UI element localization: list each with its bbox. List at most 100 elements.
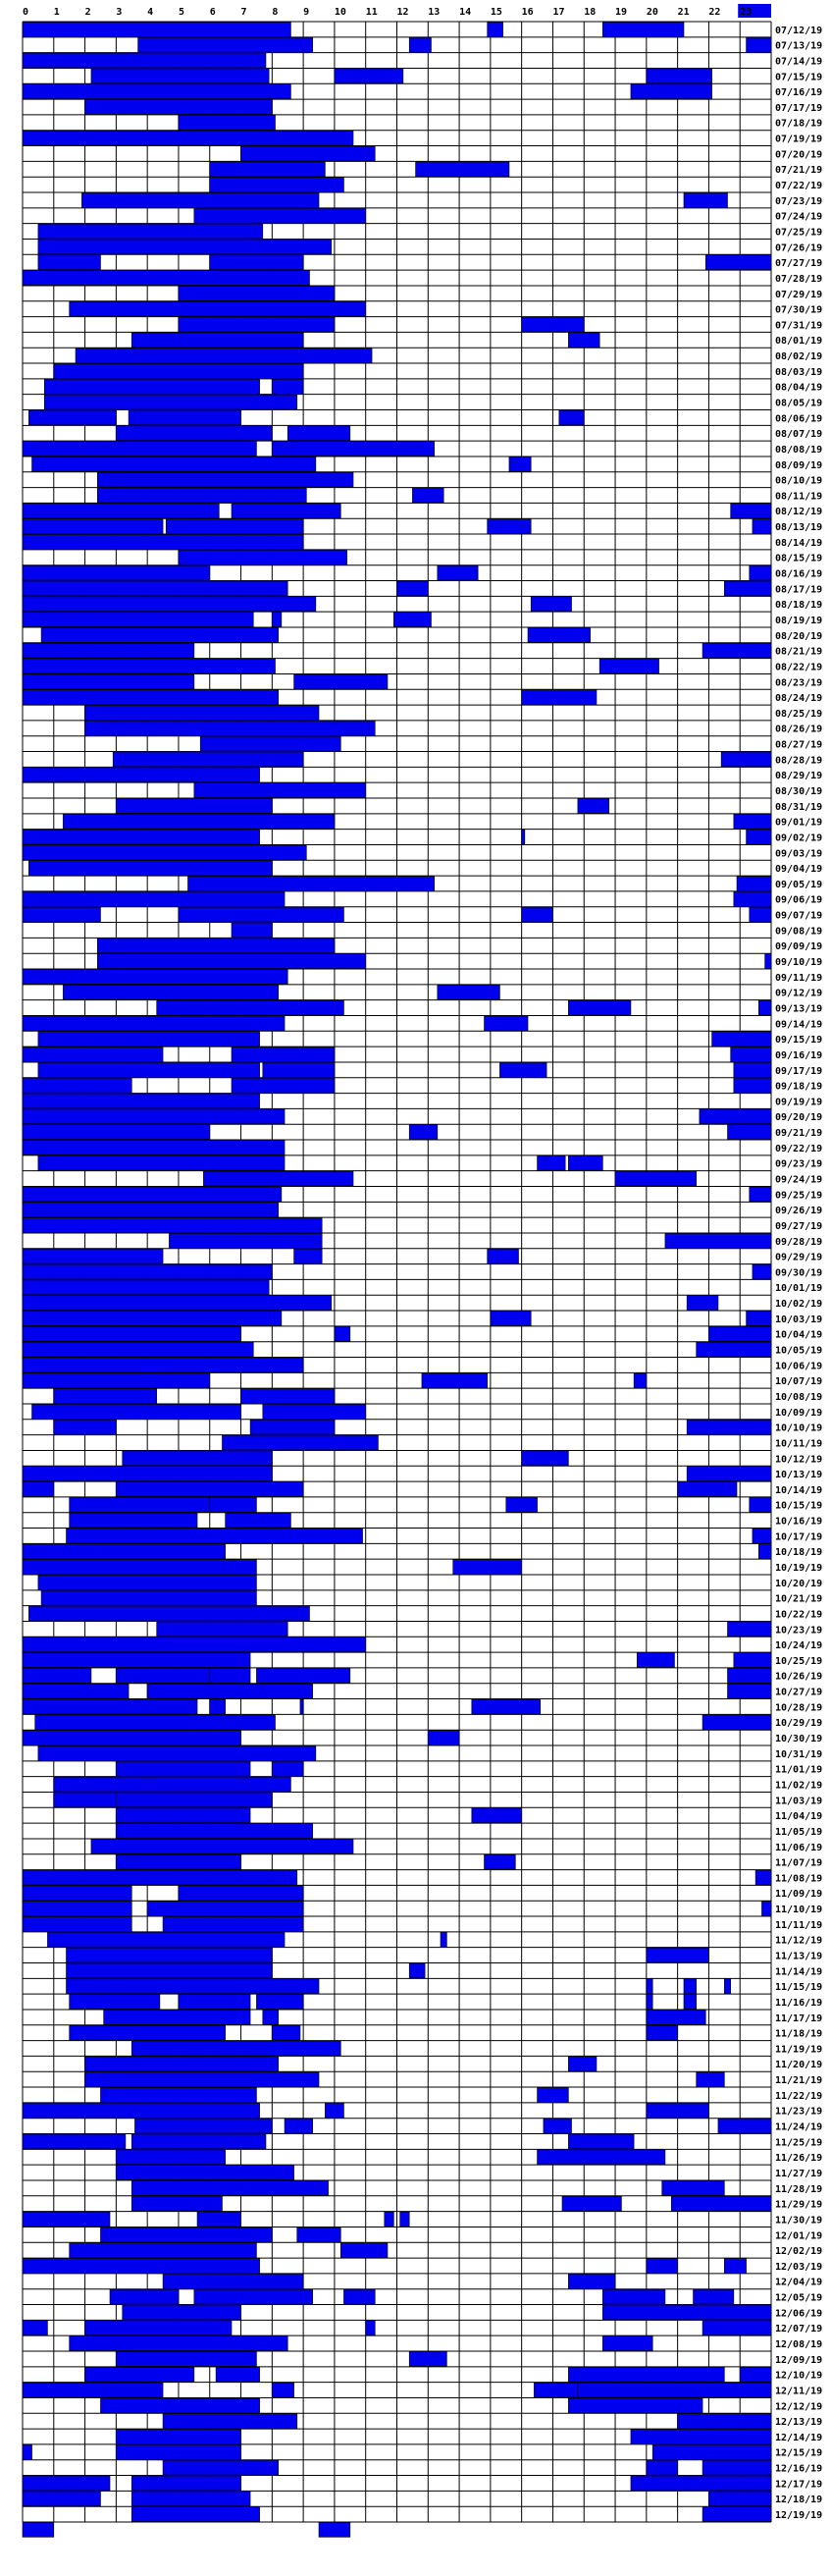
activity-block bbox=[272, 2382, 294, 2398]
date-label: 09/30/19 bbox=[775, 1267, 822, 1278]
activity-block bbox=[66, 1947, 273, 1963]
activity-block bbox=[764, 953, 772, 969]
activity-block bbox=[22, 270, 310, 286]
activity-block bbox=[334, 68, 404, 84]
activity-block bbox=[686, 1295, 719, 1311]
date-label: 10/22/19 bbox=[775, 1609, 822, 1620]
date-label: 09/01/19 bbox=[775, 818, 822, 829]
activity-block bbox=[81, 192, 320, 208]
activity-block bbox=[249, 1420, 336, 1435]
date-label: 10/07/19 bbox=[775, 1376, 822, 1387]
activity-block bbox=[22, 642, 195, 659]
date-label: 09/18/19 bbox=[775, 1082, 822, 1093]
date-label: 12/09/19 bbox=[775, 2355, 822, 2366]
activity-block bbox=[22, 1341, 254, 1358]
activity-block bbox=[22, 1326, 241, 1342]
date-label: 10/10/19 bbox=[775, 1423, 822, 1434]
activity-block bbox=[22, 1357, 304, 1373]
hour-tick-label: 3 bbox=[116, 7, 122, 18]
activity-block bbox=[334, 1326, 351, 1342]
activity-block bbox=[702, 2506, 772, 2522]
activity-block bbox=[31, 1404, 241, 1420]
date-label: 07/21/19 bbox=[775, 165, 822, 176]
hour-tick-label: 21 bbox=[678, 7, 690, 18]
date-label: 09/03/19 bbox=[775, 848, 822, 859]
hour-tick-label: 19 bbox=[615, 7, 627, 18]
activity-block bbox=[408, 37, 432, 53]
hour-tick-label: 14 bbox=[459, 7, 471, 18]
date-label: 08/04/19 bbox=[775, 383, 822, 394]
date-label: 08/28/19 bbox=[775, 755, 822, 766]
date-label: 10/16/19 bbox=[775, 1517, 822, 1528]
activity-block bbox=[339, 2242, 389, 2258]
activity-block bbox=[521, 1450, 569, 1467]
activity-block bbox=[130, 2475, 241, 2492]
activity-block bbox=[31, 456, 317, 472]
date-label: 09/04/19 bbox=[775, 864, 822, 875]
date-label: 10/30/19 bbox=[775, 1734, 822, 1744]
activity-block bbox=[752, 1263, 772, 1280]
activity-block bbox=[222, 1434, 379, 1451]
date-label: 08/11/19 bbox=[775, 491, 822, 502]
hour-tick-label: 22 bbox=[708, 7, 720, 18]
activity-block bbox=[40, 1590, 257, 1606]
activity-block bbox=[733, 891, 772, 907]
date-label: 10/02/19 bbox=[775, 1299, 822, 1310]
activity-block bbox=[116, 1807, 251, 1823]
date-label: 07/15/19 bbox=[775, 72, 822, 82]
activity-block bbox=[22, 1652, 251, 1668]
activity-block bbox=[427, 1730, 460, 1745]
date-label: 07/22/19 bbox=[775, 181, 822, 191]
hour-tick-label: 15 bbox=[491, 7, 502, 18]
date-label: 12/02/19 bbox=[775, 2246, 822, 2257]
activity-block bbox=[90, 68, 270, 84]
activity-block bbox=[490, 1311, 532, 1326]
activity-block bbox=[393, 612, 432, 627]
activity-block bbox=[696, 1341, 772, 1358]
date-label: 12/04/19 bbox=[775, 2278, 822, 2288]
activity-block bbox=[262, 2010, 279, 2025]
activity-block bbox=[757, 1543, 772, 1559]
date-label: 12/03/19 bbox=[775, 2262, 822, 2273]
activity-block bbox=[22, 1730, 241, 1745]
activity-block bbox=[28, 860, 273, 876]
activity-block bbox=[53, 363, 304, 379]
activity-block bbox=[134, 2118, 273, 2134]
activity-block bbox=[22, 1885, 132, 1902]
hour-tick-label: 11 bbox=[366, 7, 378, 18]
activity-block bbox=[733, 814, 772, 830]
activity-block bbox=[109, 2288, 180, 2305]
date-label: 11/03/19 bbox=[775, 1796, 822, 1806]
activity-block bbox=[66, 1962, 273, 1979]
activity-block bbox=[568, 2056, 598, 2072]
activity-block bbox=[22, 1015, 286, 1032]
activity-block bbox=[568, 2397, 703, 2414]
activity-block bbox=[761, 1901, 772, 1916]
activity-block bbox=[162, 2274, 304, 2289]
activity-block bbox=[484, 1853, 516, 1870]
date-label: 09/26/19 bbox=[775, 1206, 822, 1216]
activity-block bbox=[272, 2024, 301, 2041]
date-label: 08/01/19 bbox=[775, 336, 822, 347]
activity-block bbox=[646, 1947, 709, 1963]
activity-block bbox=[193, 782, 367, 798]
date-label: 10/03/19 bbox=[775, 1315, 822, 1325]
date-label: 11/20/19 bbox=[775, 2060, 822, 2070]
activity-block bbox=[720, 751, 772, 768]
activity-block bbox=[22, 534, 304, 550]
activity-block bbox=[97, 938, 336, 954]
activity-block bbox=[22, 441, 257, 456]
activity-block bbox=[53, 1420, 117, 1435]
activity-block bbox=[708, 2491, 772, 2506]
activity-block bbox=[484, 1015, 529, 1032]
activity-block bbox=[156, 1621, 288, 1637]
activity-block bbox=[112, 751, 304, 768]
hour-tick-label: 7 bbox=[241, 7, 247, 18]
activity-block bbox=[730, 1046, 772, 1062]
activity-block bbox=[69, 2242, 257, 2258]
date-label: 08/06/19 bbox=[775, 413, 822, 424]
date-label: 11/28/19 bbox=[775, 2184, 822, 2195]
activity-block bbox=[84, 99, 273, 115]
date-label: 07/12/19 bbox=[775, 26, 822, 36]
activity-block bbox=[598, 658, 659, 674]
